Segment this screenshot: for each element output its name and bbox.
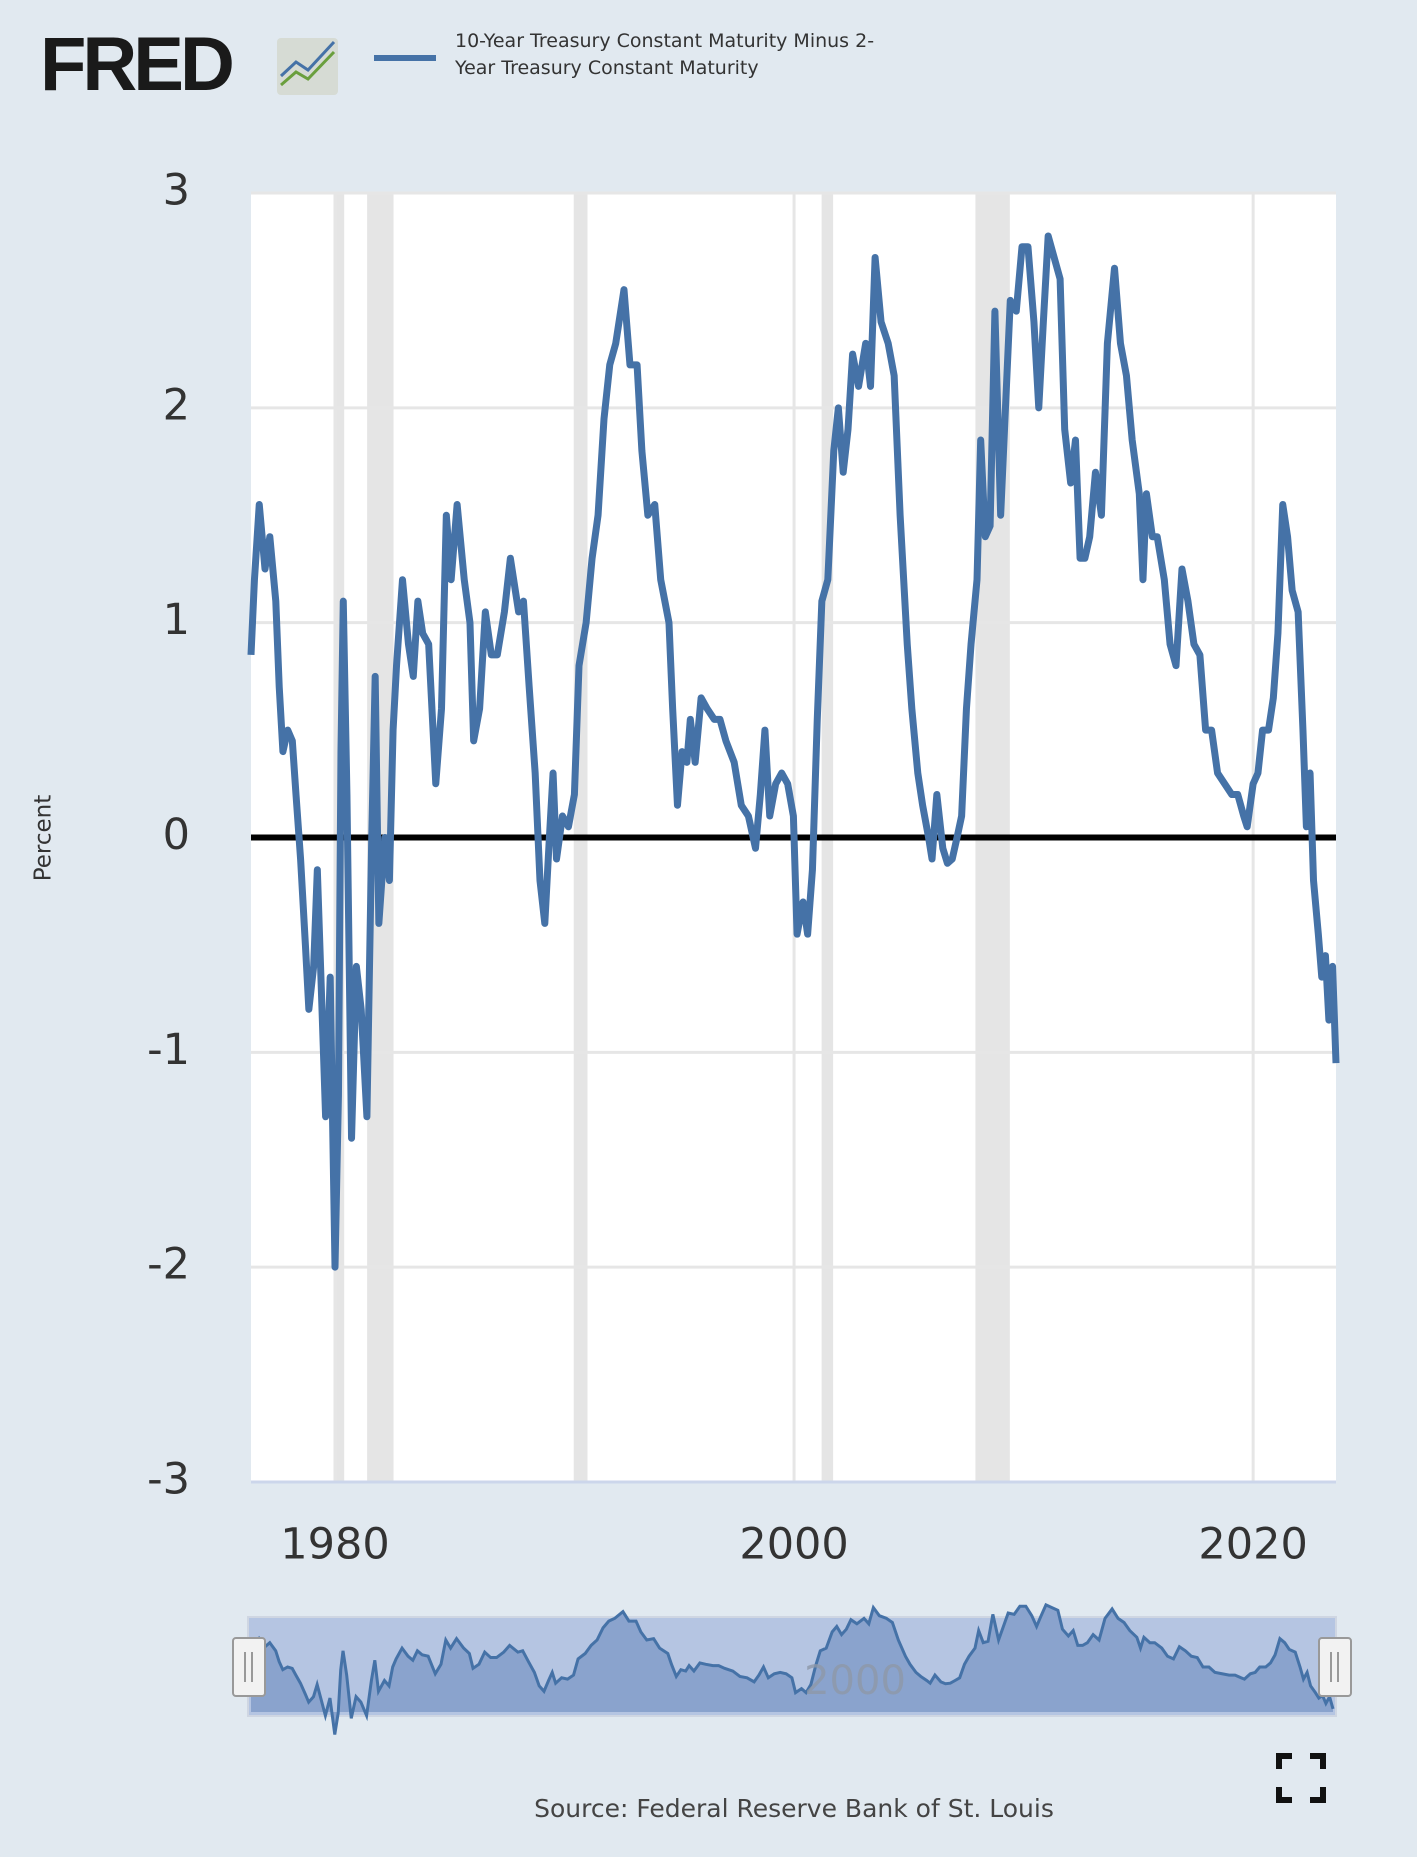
navigator-line [249,1602,1335,1735]
logo-icon [277,38,338,95]
y-tick-label: -1 [147,1025,190,1075]
navigator-tick-label: 2000 [804,1658,906,1704]
y-tick-label: 2 [163,380,190,430]
y-tick-label: 1 [163,595,190,645]
fullscreen-button[interactable] [1276,1753,1326,1803]
y-tick-label: -2 [147,1240,190,1290]
logo: FRED [40,22,232,107]
legend-box: 10-Year Treasury Constant Maturity Minus… [455,30,875,79]
slider-handle[interactable] [232,1637,266,1697]
x-tick-label: 1980 [280,1520,389,1570]
source-note: Source: Federal Reserve Bank of St. Loui… [534,1794,1054,1823]
navigator-area [251,1604,1333,1735]
data-line [247,232,1340,1271]
x-tick-label: 2000 [739,1520,848,1570]
y-tick-label: 3 [163,166,190,216]
y-axis-label: Percent [31,795,57,882]
slider-handle[interactable] [1318,1637,1352,1697]
y-tick-label: 0 [163,810,190,860]
legend-label: 10-Year Treasury Constant Maturity Minus… [455,30,875,79]
y-tick-label: -3 [147,1455,190,1505]
x-tick-label: 2020 [1198,1520,1307,1570]
